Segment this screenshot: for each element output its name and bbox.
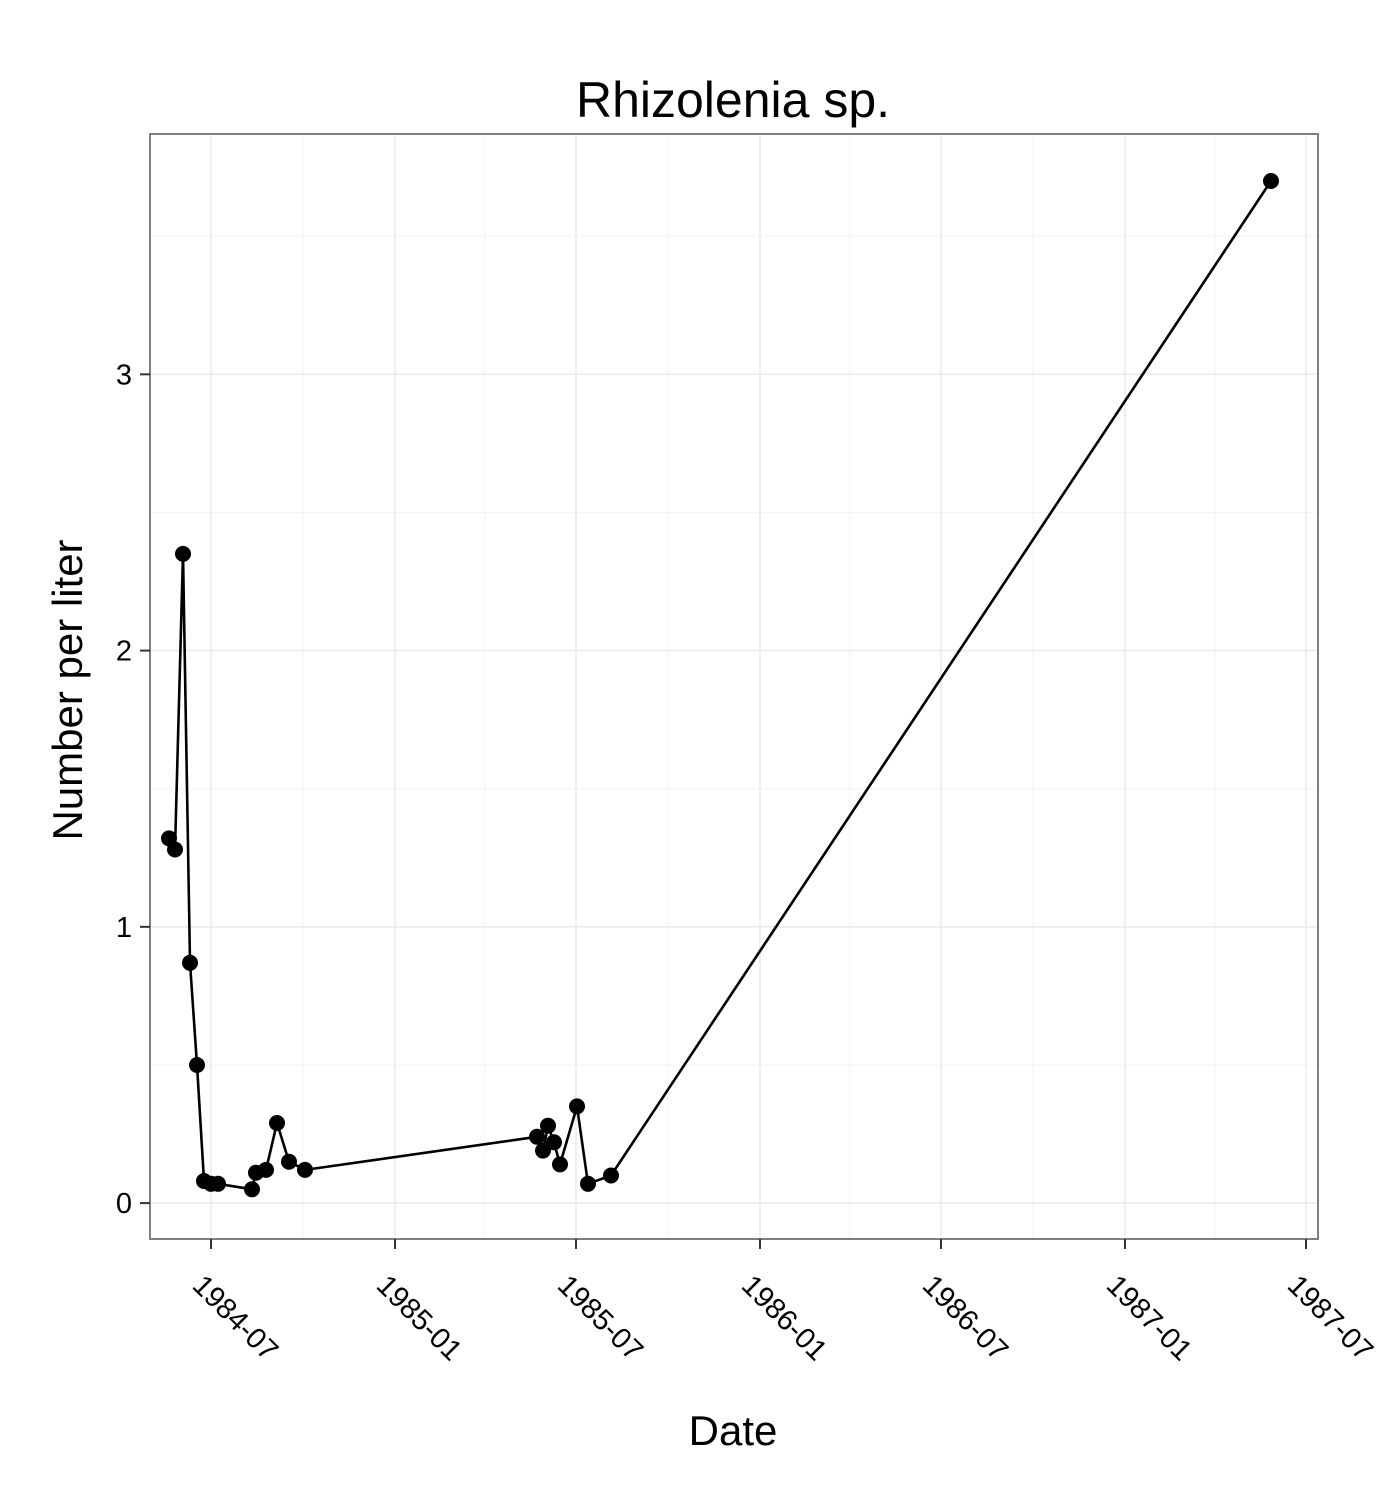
data-points [161, 173, 1279, 1198]
plot-panel-frame [149, 133, 1319, 1240]
x-tick-label: 1986-07 [916, 1269, 1014, 1367]
data-point [297, 1161, 313, 1178]
data-point [529, 1128, 545, 1145]
data-point [580, 1175, 596, 1192]
data-point [258, 1161, 274, 1178]
x-tick-label: 1987-07 [1281, 1269, 1379, 1367]
data-point [175, 545, 191, 562]
data-point [269, 1115, 285, 1131]
data-point [552, 1156, 568, 1173]
data-point [210, 1175, 226, 1192]
plot-panel [149, 133, 1319, 1240]
chart-title: Rhizolenia sp. [576, 72, 890, 128]
x-tick-label: 1986-01 [735, 1269, 833, 1367]
x-tick-label: 1985-01 [370, 1269, 468, 1367]
y-tick-label: 2 [116, 636, 132, 668]
data-point [189, 1057, 205, 1073]
x-tick-label: 1984-07 [186, 1269, 284, 1367]
data-point [546, 1134, 562, 1151]
y-tick-label: 0 [116, 1188, 132, 1220]
y-axis: 0 1 2 3 [116, 359, 150, 1220]
data-point [540, 1117, 556, 1134]
x-tick-label: 1987-01 [1100, 1269, 1198, 1367]
y-tick-label: 1 [116, 912, 132, 944]
data-point [167, 841, 183, 858]
data-point [603, 1167, 619, 1184]
y-axis-title: Number per liter [44, 539, 91, 840]
data-point [1263, 173, 1279, 189]
data-point [535, 1142, 551, 1159]
data-point [182, 954, 198, 971]
gridlines [150, 134, 1318, 1239]
x-axis: 1984-07 1985-01 1985-07 1986-01 1986-07 1987-… [186, 1239, 1379, 1367]
data-point [244, 1181, 260, 1198]
x-tick-label: 1985-07 [551, 1269, 649, 1367]
data-point [281, 1153, 297, 1170]
x-axis-title: Date [689, 1407, 778, 1454]
data-point [569, 1098, 585, 1115]
y-tick-label: 3 [116, 359, 132, 391]
